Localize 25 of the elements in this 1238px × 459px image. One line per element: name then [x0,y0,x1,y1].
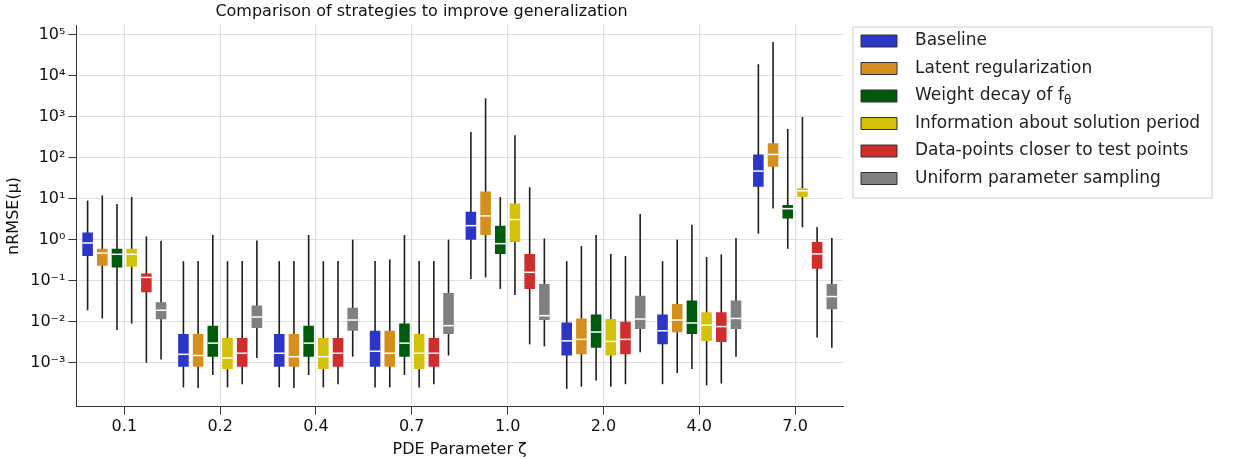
legend-label: Data-points closer to test points [915,139,1189,160]
legend-label: Uniform parameter sampling [915,166,1161,187]
x-tick-label: 1.0 [494,416,521,436]
x-tick-label: 4.0 [686,416,712,436]
y-tick-label: 10⁰ [38,228,66,248]
x-tick-label: 2.0 [590,416,617,436]
x-tick-label: 0.7 [399,416,425,436]
y-tick-label: 10³ [38,105,66,125]
x-axis-title: PDE Parameter ζ [392,438,527,458]
x-tick-label: 0.1 [111,416,138,436]
y-tick-label: 10² [38,146,66,166]
x-tick-label: 7.0 [782,416,808,436]
y-tick-label: 10⁴ [38,64,66,84]
x-tick-label: 0.4 [303,416,329,436]
legend-label: Latent regularization [915,56,1093,77]
y-tick-label: 10⁻² [30,310,66,330]
chart-title: Comparison of strategies to improve generalization [215,0,628,20]
legend-label: Information about solution period [915,111,1201,132]
legend-label: Baseline [915,29,988,50]
y-tick-label: 10⁻¹ [30,269,66,289]
y-tick-label: 10¹ [38,187,66,207]
y-tick-label: 10⁵ [38,23,66,43]
x-tick-label: 0.2 [207,416,233,436]
y-tick-label: 10⁻³ [30,351,66,371]
y-axis-title: nRMSE(μ) [2,176,22,255]
